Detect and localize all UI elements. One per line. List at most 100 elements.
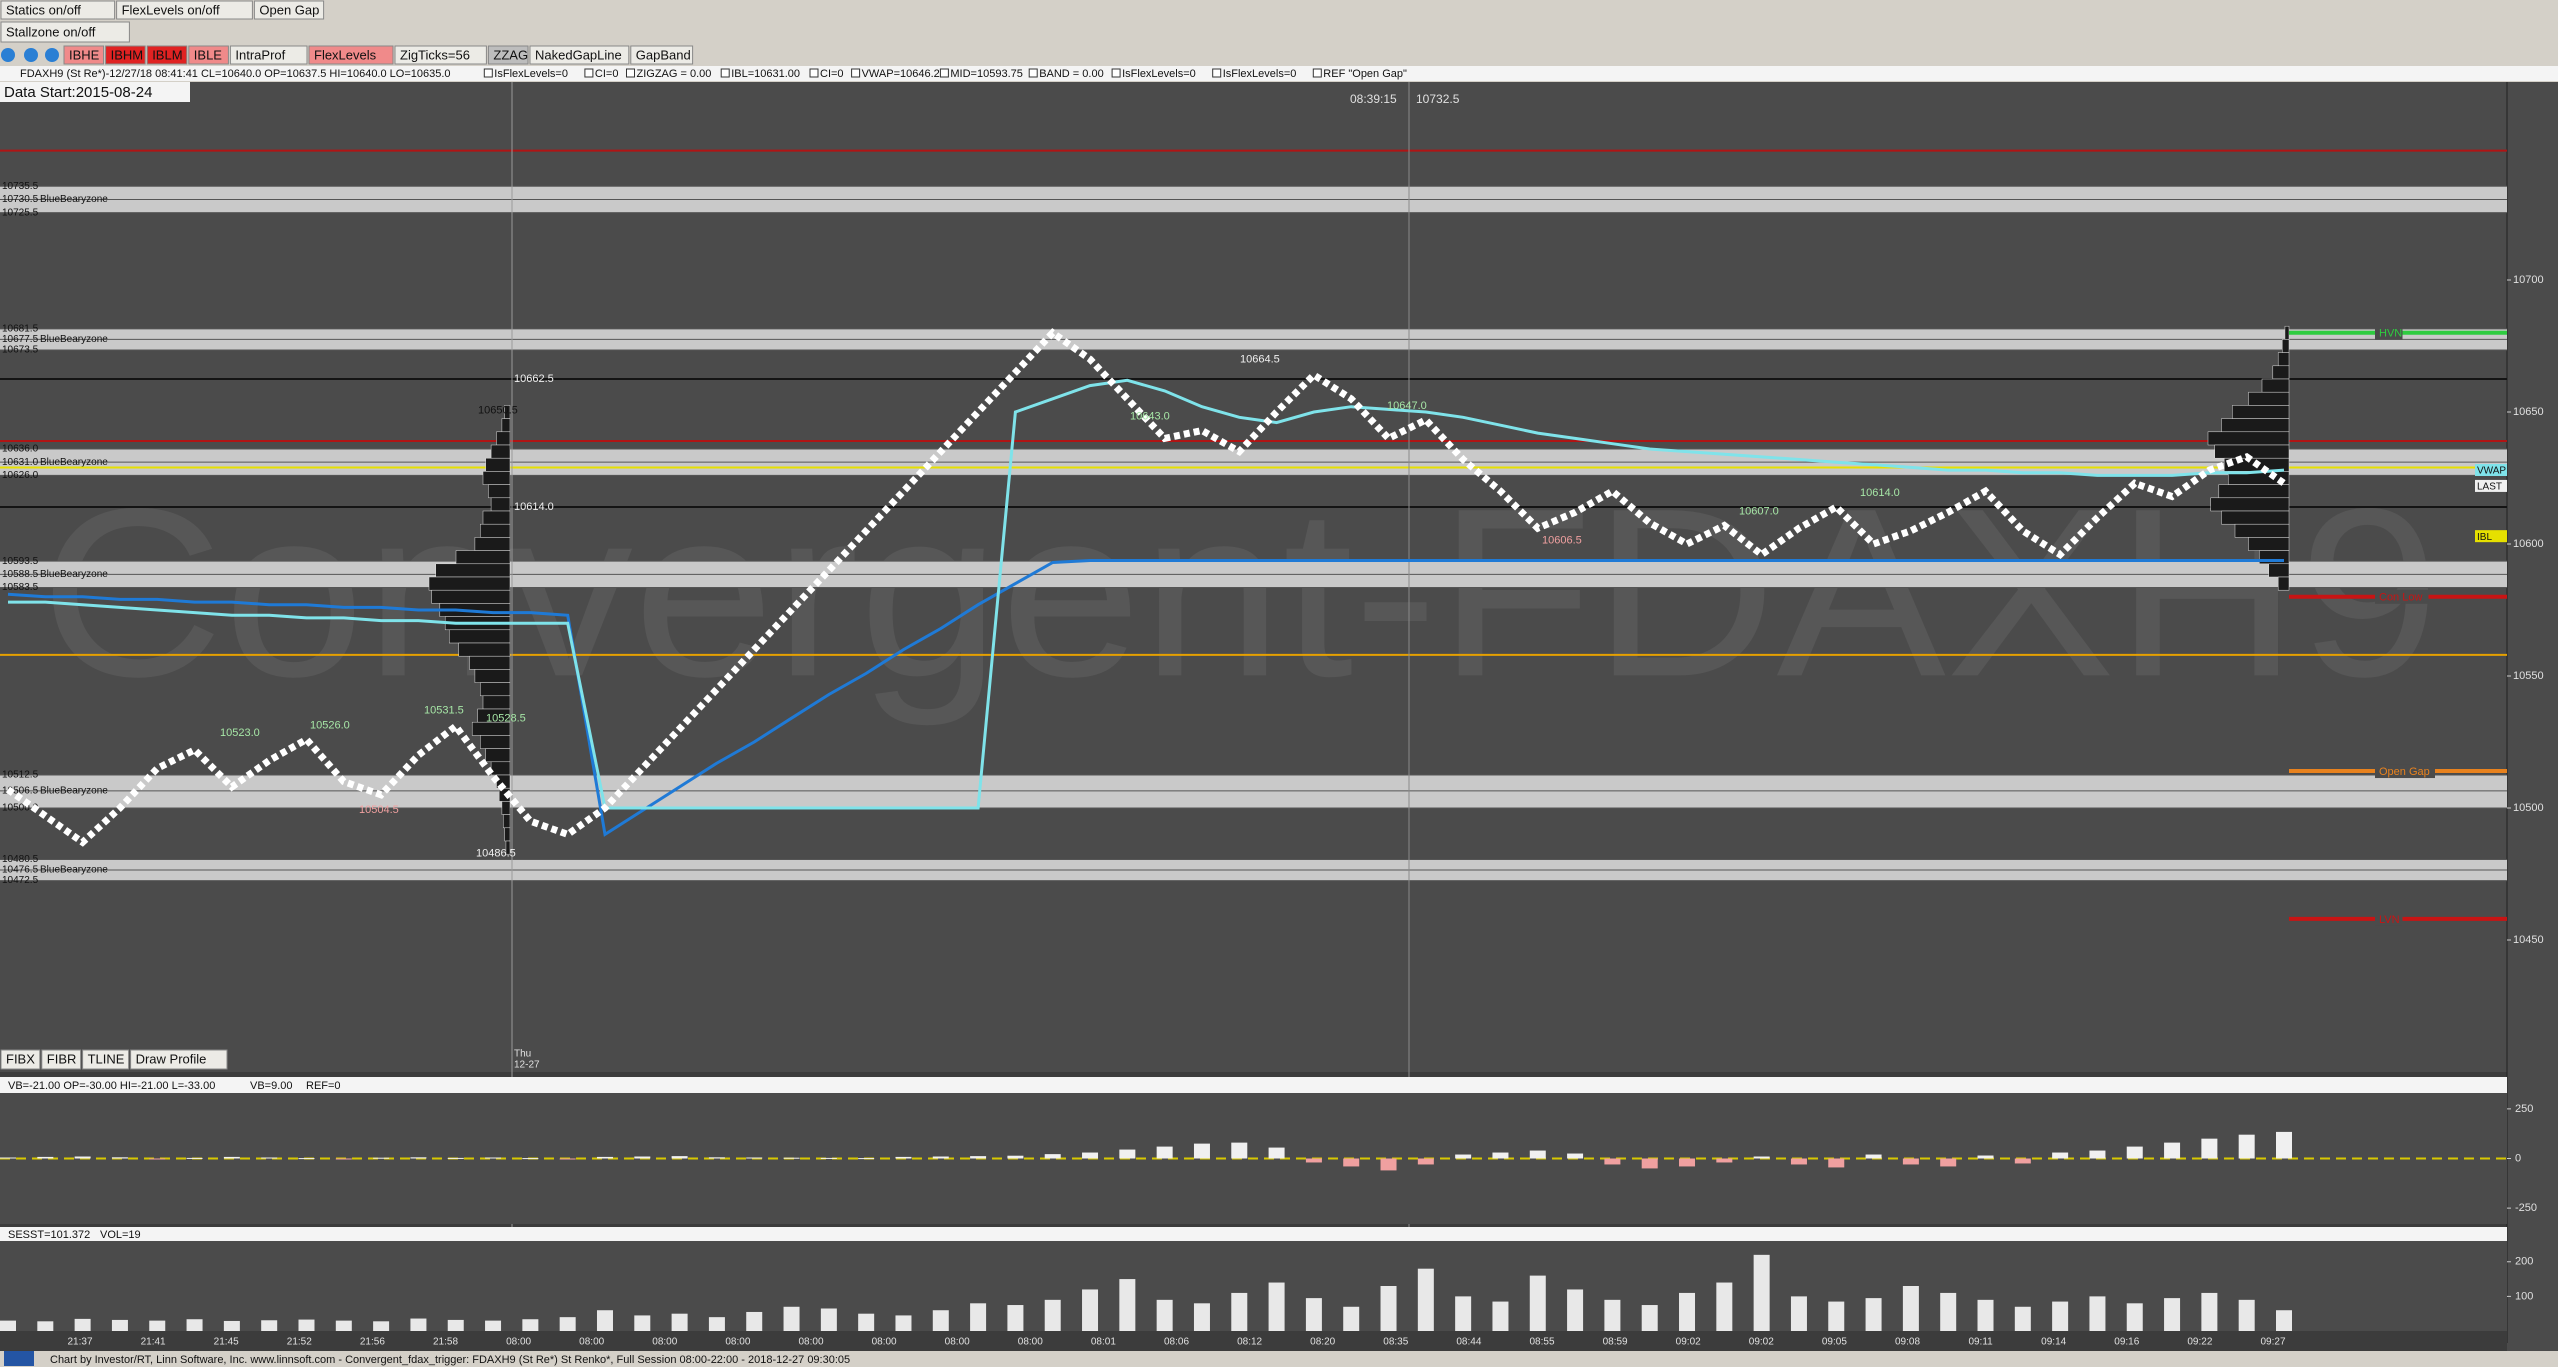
zone-name: BlueBearyzone xyxy=(40,785,108,796)
toolbar-button[interactable] xyxy=(487,45,529,65)
panel-bar xyxy=(1492,1152,1509,1159)
price-annotation: 10607.0 xyxy=(1739,505,1779,517)
x-tick-label: 09:22 xyxy=(2187,1337,2212,1348)
toolbar-button[interactable] xyxy=(394,45,487,65)
panel-bar xyxy=(1716,1282,1733,1331)
profile-bar xyxy=(2248,537,2290,551)
crosshair-price: 10732.5 xyxy=(1416,92,1460,106)
panel-bar xyxy=(783,1157,800,1159)
panel-bar xyxy=(74,1156,91,1159)
x-tick-label: 08:55 xyxy=(1529,1337,1554,1348)
y-tick-label: 10700 xyxy=(2513,274,2544,286)
profile-bar xyxy=(449,629,511,644)
panel-bar xyxy=(1641,1158,1658,1169)
panel-bar xyxy=(74,1318,91,1331)
tool-button-label[interactable]: FIBR xyxy=(47,1051,77,1066)
legend-item: IsFlexLevels=0 xyxy=(1122,68,1196,80)
panel-bar xyxy=(895,1315,912,1331)
panel-bar xyxy=(0,1320,16,1331)
zone-name: BlueBearyzone xyxy=(40,865,108,876)
tool-button-label[interactable]: TLINE xyxy=(88,1051,125,1066)
toolbar-button-label[interactable]: FlexLevels on/off xyxy=(122,2,220,17)
panel-bar xyxy=(1119,1279,1136,1331)
profile-bar xyxy=(485,748,511,763)
x-tick-label: 08:00 xyxy=(872,1337,897,1348)
toolbar-button-label[interactable]: ZZAG xyxy=(493,47,528,62)
y-tick-label: 100 xyxy=(2515,1290,2533,1302)
toolbar-button[interactable] xyxy=(229,45,308,65)
profile-bar xyxy=(2221,418,2290,433)
panel-bar xyxy=(1790,1296,1807,1331)
zone-level-label: 10476.5 xyxy=(2,865,39,876)
toolbar-button[interactable] xyxy=(63,45,105,65)
toolbar-button-label[interactable]: NakedGapLine xyxy=(535,47,622,62)
toolbar-button-label[interactable]: IBLM xyxy=(152,47,182,62)
panel-bar xyxy=(1305,1158,1322,1163)
toolbar-button-label[interactable]: IBHE xyxy=(69,47,100,62)
toolbar-button[interactable] xyxy=(529,45,630,65)
legend-item: ZIGZAG = 0.00 xyxy=(637,68,712,80)
price-annotation: 10526.0 xyxy=(310,719,350,731)
x-tick-label: 08:00 xyxy=(652,1337,677,1348)
tool-button-label[interactable]: FIBX xyxy=(6,1051,35,1066)
panel-bar xyxy=(1305,1298,1322,1331)
panel-header: VOL=19 xyxy=(100,1229,141,1241)
panel-bar xyxy=(1343,1306,1360,1331)
toolbar-button[interactable] xyxy=(630,45,694,65)
toolbar-button[interactable] xyxy=(116,0,253,20)
toolbar-icon[interactable] xyxy=(1,48,15,62)
zone-level-label: 10681.5 xyxy=(2,323,39,334)
panel-bar xyxy=(970,1303,987,1331)
profile-bar xyxy=(2284,325,2290,340)
toolbar-button[interactable] xyxy=(0,21,130,43)
legend-swatch xyxy=(1111,68,1121,78)
panel-bar xyxy=(820,1157,837,1159)
toolbar-button[interactable] xyxy=(253,0,325,20)
toolbar-button-label[interactable]: IBLE xyxy=(194,47,223,62)
zone-level-label: 10512.5 xyxy=(2,770,39,781)
axis-tag-label: IBL xyxy=(2477,532,2492,543)
x-tick-label: 08:44 xyxy=(1456,1337,1481,1348)
toolbar-button-label[interactable]: IntraProf xyxy=(235,47,285,62)
zone-level-label: 10588.5 xyxy=(2,569,39,580)
panel-bar xyxy=(1268,1282,1285,1331)
zone-level-label: 10593.5 xyxy=(2,556,39,567)
profile-bar xyxy=(2218,484,2290,499)
tool-button[interactable] xyxy=(130,1049,228,1070)
toolbar-button-label[interactable]: Statics on/off xyxy=(6,2,81,17)
legend-item: REF "Open Gap" xyxy=(1323,68,1407,80)
toolbar-button[interactable] xyxy=(105,45,146,65)
panel-bar xyxy=(1977,1299,1994,1331)
toolbar-button[interactable] xyxy=(0,0,116,20)
tool-button[interactable] xyxy=(0,1049,41,1070)
toolbar-button-label[interactable]: FlexLevels xyxy=(314,47,377,62)
panel-bar xyxy=(2126,1303,2143,1331)
profile-bar xyxy=(482,471,511,485)
level-tag-label: LVN xyxy=(2379,914,2400,926)
legend-item: IsFlexLevels=0 xyxy=(494,68,568,80)
toolbar-icon[interactable] xyxy=(24,48,38,62)
panel-bar xyxy=(261,1157,278,1159)
toolbar-button-label[interactable]: IBHM xyxy=(111,47,144,62)
tool-button[interactable] xyxy=(82,1049,130,1070)
legend-swatch xyxy=(809,68,819,78)
price-annotation: 10486.5 xyxy=(476,848,516,860)
toolbar-button[interactable] xyxy=(188,45,229,65)
zone-band xyxy=(0,775,2507,808)
x-tick-label: 21:56 xyxy=(360,1337,385,1348)
toolbar-button-label[interactable]: GapBand xyxy=(636,47,691,62)
price-annotation: 10614.0 xyxy=(1860,487,1900,499)
x-tick-label: 09:14 xyxy=(2041,1337,2066,1348)
toolbar-button-label[interactable]: Stallzone on/off xyxy=(6,24,96,39)
toolbar-button-label[interactable]: ZigTicks=56 xyxy=(400,47,470,62)
tool-button[interactable] xyxy=(41,1049,82,1070)
toolbar-button[interactable] xyxy=(146,45,188,65)
toolbar-button[interactable] xyxy=(308,45,394,65)
level-tag-box xyxy=(2375,589,2429,604)
panel-bar xyxy=(522,1158,539,1160)
toolbar-icon[interactable] xyxy=(45,48,59,62)
panel-bar xyxy=(1007,1305,1024,1331)
footer-bg xyxy=(0,1351,2558,1367)
toolbar-button-label[interactable]: Open Gap xyxy=(259,2,319,17)
tool-button-label[interactable]: Draw Profile xyxy=(136,1051,207,1066)
